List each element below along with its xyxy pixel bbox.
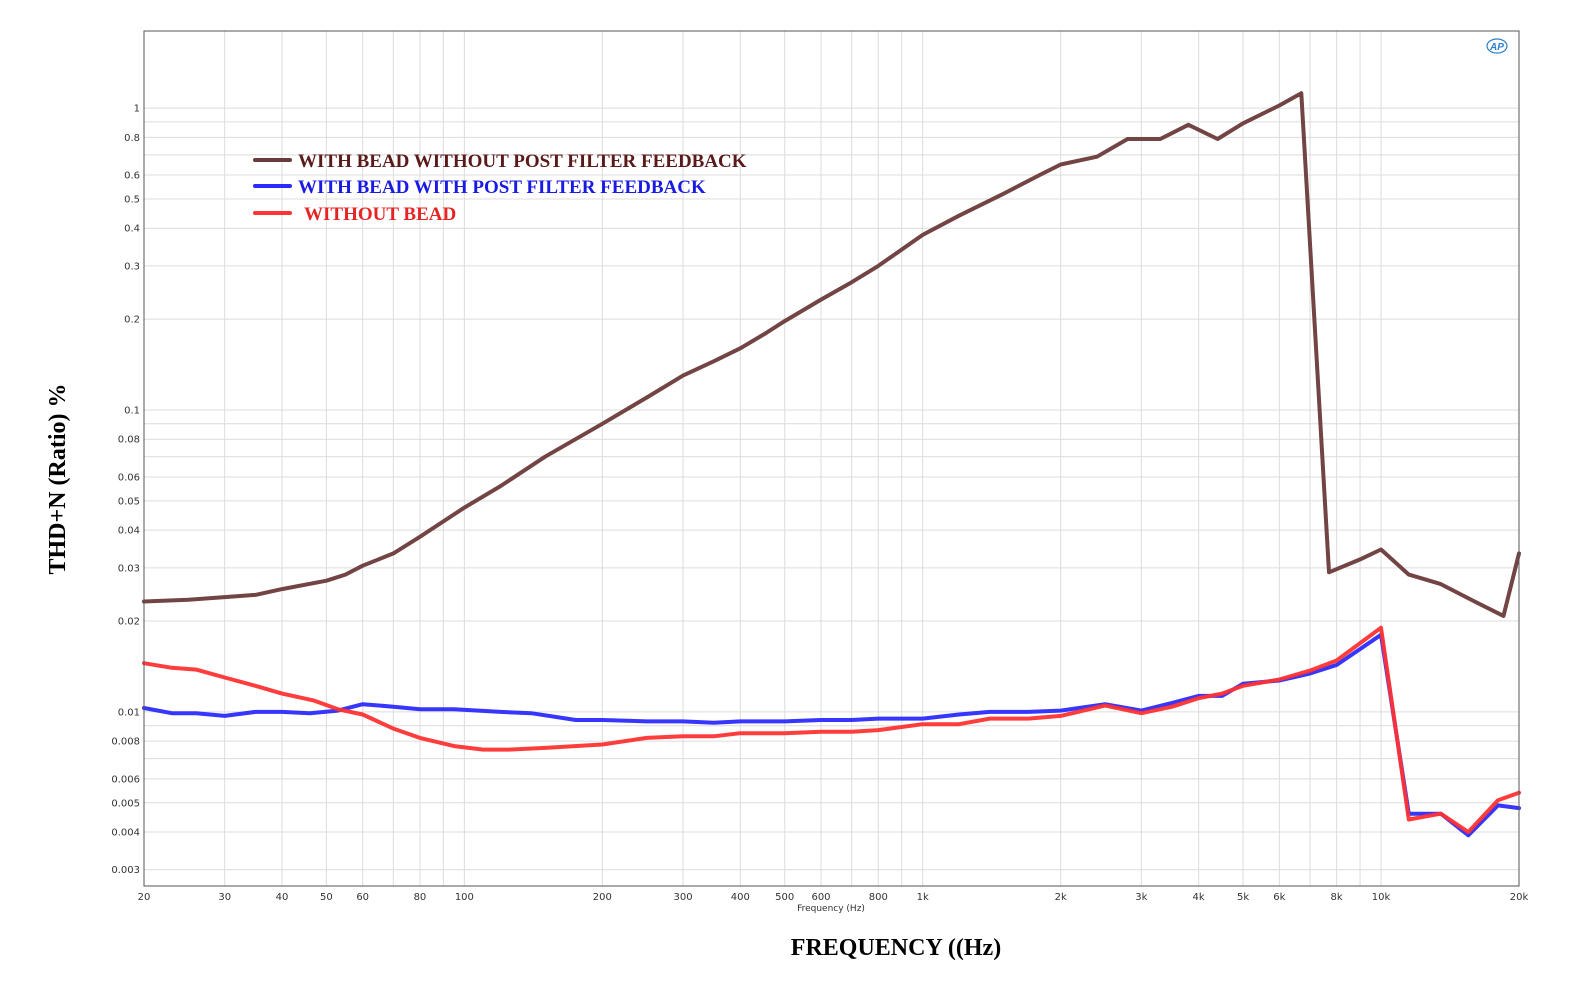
y-tick-label: 1: [134, 104, 140, 115]
tick-labels: 20 30 40 50 60 80 100 200 300 400 500 600 800 1k 2k 3k 4…: [111, 104, 1528, 903]
x-tick-label: 1k: [917, 892, 929, 903]
series-lines: [142, 91, 1521, 838]
x-tick-label: 500: [775, 892, 794, 903]
x-tick-label: 800: [869, 892, 888, 903]
plot-frame: [143, 30, 1520, 887]
ap-logo-text: AP: [1489, 42, 1504, 53]
y-tick-label: 0.02: [118, 616, 140, 627]
y-tick-label: 0.4: [124, 224, 140, 235]
x-tick-label: 50: [320, 892, 333, 903]
y-tick-label: 0.3: [124, 261, 140, 272]
legend-label-1: WITH BEAD WITHOUT POST FILTER FEEDBACK: [298, 151, 747, 172]
y-tick-label: 0.03: [118, 563, 140, 574]
y-tick-label: 0.003: [111, 865, 140, 876]
legend-label-3: WITHOUT BEAD: [304, 204, 456, 225]
x-tick-label: 300: [673, 892, 692, 903]
y-axis-label: THD+N (Ratio) %: [45, 384, 71, 575]
y-tick-label: 0.6: [124, 171, 140, 182]
x-tick-label: 60: [356, 892, 369, 903]
x-tick-label: 6k: [1273, 892, 1285, 903]
y-tick-label: 0.08: [118, 435, 140, 446]
legend: WITH BEAD WITHOUT POST FILTER FEEDBACK WI…: [253, 151, 747, 225]
legend-label-2: WITH BEAD WITH POST FILTER FEEDBACK: [298, 177, 706, 198]
x-tick-label: 8k: [1331, 892, 1343, 903]
x-tick-label: 20: [138, 892, 151, 903]
x-tick-label: 30: [218, 892, 231, 903]
series-line-2: [142, 632, 1521, 838]
y-tick-label: 0.01: [118, 707, 140, 718]
y-tick-label: 0.06: [118, 472, 140, 483]
x-tick-label: 20k: [1510, 892, 1529, 903]
grid: [144, 31, 1519, 886]
y-tick-label: 0.006: [111, 774, 140, 785]
y-tick-label: 0.008: [111, 737, 140, 748]
y-tick-label: 0.04: [118, 526, 140, 537]
series-line-3: [142, 625, 1521, 834]
ap-logo: AP: [1486, 38, 1508, 54]
x-tick-label: 5k: [1237, 892, 1249, 903]
x-tick-label: 600: [811, 892, 830, 903]
y-tick-label: 0.05: [118, 496, 140, 507]
y-tick-label: 0.8: [124, 133, 140, 144]
series-line-1: [142, 91, 1521, 618]
x-tick-label: 4k: [1193, 892, 1205, 903]
x-axis-unit-label: Frequency (Hz): [797, 904, 865, 914]
y-tick-label: 0.004: [111, 828, 140, 839]
x-tick-label: 2k: [1055, 892, 1067, 903]
x-tick-label: 400: [731, 892, 750, 903]
x-tick-label: 80: [414, 892, 427, 903]
y-tick-label: 0.1: [124, 405, 140, 416]
y-tick-label: 0.005: [111, 798, 140, 809]
x-tick-label: 10k: [1372, 892, 1391, 903]
y-tick-label: 0.5: [124, 194, 140, 205]
y-tick-label: 0.2: [124, 315, 140, 326]
x-tick-label: 100: [455, 892, 474, 903]
x-tick-label: 200: [593, 892, 612, 903]
x-axis-label: FREQUENCY ((Hz): [791, 935, 1001, 961]
x-tick-label: 3k: [1135, 892, 1147, 903]
x-tick-label: 40: [276, 892, 289, 903]
